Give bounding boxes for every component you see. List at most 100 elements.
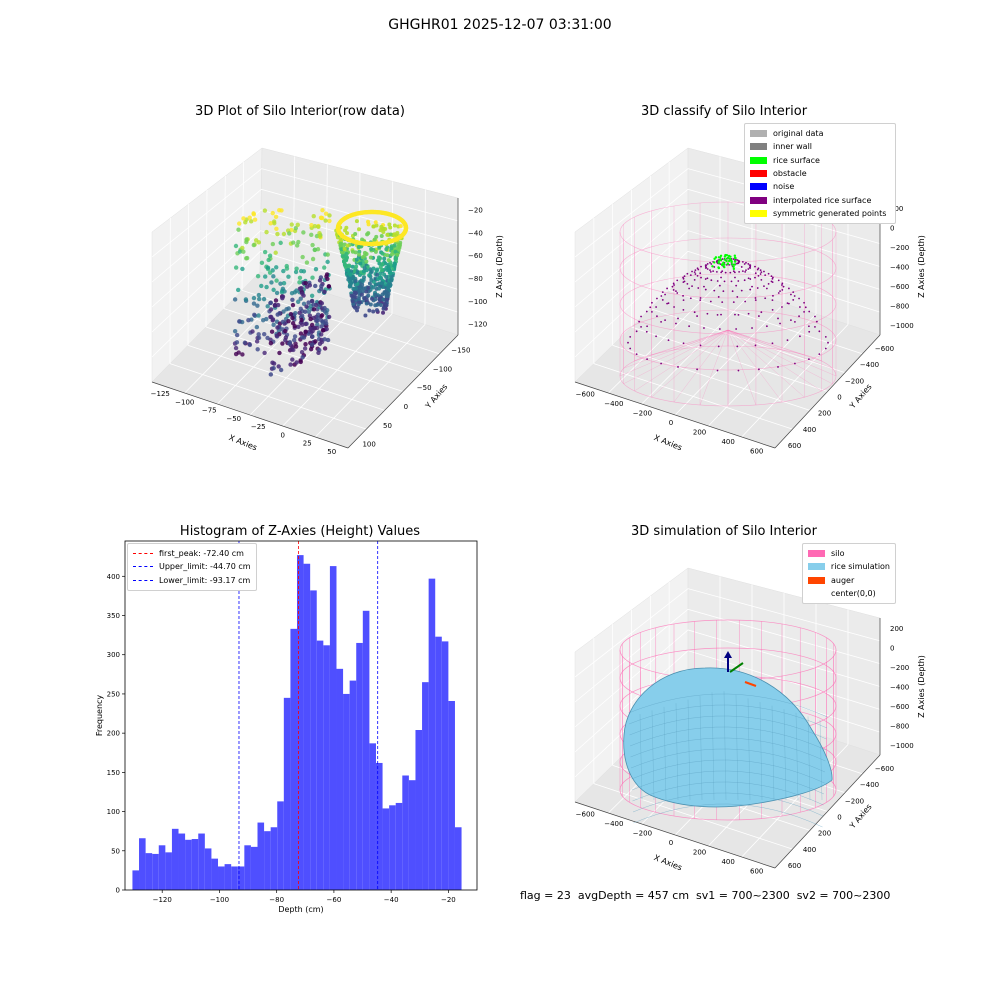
raw-data-point	[300, 355, 305, 360]
raw-grid	[151, 168, 459, 258]
raw-data-point	[290, 297, 295, 302]
raw-data-point	[384, 303, 389, 308]
raw-data-point	[243, 297, 249, 302]
raw-x-tick-label: 25	[303, 440, 312, 448]
raw-data-point	[262, 249, 268, 255]
raw-data-point	[323, 218, 328, 223]
cls-interpolated-point	[656, 297, 658, 300]
cls-interpolated-point	[771, 281, 774, 284]
raw-data-point	[259, 260, 265, 266]
raw-data-point	[268, 307, 274, 312]
raw-data-point	[271, 219, 277, 224]
cls-interpolated-point	[693, 271, 696, 274]
cls-interpolated-point	[709, 300, 712, 303]
raw-data-point	[265, 304, 270, 309]
cls-interpolated-point	[818, 330, 821, 333]
cls-interpolated-point	[686, 272, 689, 275]
cls-interpolated-point	[732, 258, 735, 260]
raw-data-point	[288, 362, 293, 367]
raw-data-point	[262, 350, 267, 356]
raw-data-point	[294, 266, 299, 271]
cls-x-tick-label: −400	[604, 400, 623, 408]
cls-interpolated-point	[629, 347, 632, 350]
cls-interpolated-point	[666, 287, 668, 290]
sim-rice-mesh	[632, 792, 824, 817]
cls-x-tick-label: 400	[721, 438, 734, 446]
classify-legend-entry: noise	[750, 180, 890, 193]
raw-data-point	[371, 285, 376, 290]
cls-interpolated-point	[696, 275, 699, 277]
cls-rice-surface-point	[725, 259, 728, 263]
cls-interpolated-point	[651, 310, 653, 313]
cls-interpolated-point	[824, 347, 827, 350]
raw-data-point	[256, 332, 261, 337]
raw-data-point	[292, 290, 298, 295]
sim-x-tick-label: 600	[750, 867, 763, 875]
histogram-bar	[237, 866, 245, 890]
cls-rice-surface-point	[719, 258, 722, 262]
cls-interpolated-point	[671, 285, 674, 288]
classify-legend-label: obstacle	[773, 169, 807, 179]
cls-interpolated-point	[751, 285, 753, 288]
cls-z-tick-label: −600	[890, 283, 909, 291]
raw-data-point	[344, 255, 349, 260]
raw-data-point	[271, 361, 277, 366]
cls-rice-surface-point	[732, 265, 735, 268]
classify-legend-label: rice surface	[773, 155, 820, 165]
histogram-legend-entry: Upper_limit: -44.70 cm	[133, 560, 251, 573]
histogram-bar	[264, 831, 271, 890]
raw-data-point	[378, 265, 383, 270]
raw-data-point	[309, 293, 315, 298]
sim-rice-mesh	[771, 705, 775, 801]
raw-data-point	[312, 223, 318, 229]
raw-data-point	[268, 372, 274, 377]
classify-plot-title: 3D classify of Silo Interior	[640, 104, 808, 119]
raw-data-point	[372, 237, 377, 242]
cls-interpolated-point	[740, 266, 743, 268]
raw-x-tick-label: 50	[327, 448, 336, 456]
cls-interpolated-point	[790, 293, 792, 296]
raw-data-point	[284, 266, 290, 271]
x-tick-label: −40	[384, 896, 399, 904]
cls-interpolated-point	[672, 282, 675, 285]
simulation-plot-title: 3D simulation of Silo Interior	[631, 524, 817, 539]
histogram-bar	[224, 864, 232, 890]
sim-y-axis-line	[774, 754, 881, 869]
raw-data-point	[313, 339, 318, 344]
raw-data-point	[326, 314, 332, 320]
cls-rice-surface-point	[717, 256, 721, 259]
cls-x-tick-label: 0	[669, 419, 673, 427]
sim-rice-mesh	[819, 719, 823, 801]
raw-data-point	[298, 331, 304, 336]
cls-y-tick-label: 0	[837, 394, 841, 402]
raw-data-point	[246, 318, 251, 323]
raw-data-point	[322, 346, 328, 351]
raw-data-point	[280, 295, 285, 301]
cls-interpolated-point	[716, 280, 719, 282]
raw-data-point	[262, 208, 268, 213]
histogram-bar	[231, 866, 238, 890]
histogram-bar	[389, 805, 396, 890]
cls-interpolated-point	[656, 315, 658, 318]
histogram-bar	[402, 775, 409, 890]
histogram-plot: −120 −100 −80 −60 −40 −20 0 50 100 150 200 250 300 35…	[95, 540, 478, 914]
histogram-bar	[211, 858, 219, 890]
raw-data-point	[299, 317, 304, 323]
histogram-legend-entry: Lower_limit: -93.17 cm	[133, 574, 251, 587]
cls-interpolated-point	[686, 282, 689, 285]
cls-interpolated-point	[720, 313, 722, 316]
raw-data-point	[241, 249, 246, 254]
raw-data-point	[363, 313, 368, 318]
raw-data-point	[268, 221, 273, 226]
raw-data-point	[354, 264, 359, 269]
cls-rice-surface-point	[713, 261, 716, 264]
raw-data-point	[365, 232, 370, 237]
raw-data-point	[303, 329, 308, 334]
histogram-bar	[152, 853, 159, 890]
raw-data-point	[259, 283, 264, 289]
sim-x-tick-label: −600	[576, 811, 595, 819]
classify-legend-swatch	[750, 143, 767, 151]
raw-data-point	[362, 250, 367, 255]
raw-data-point	[361, 286, 366, 291]
cls-interpolated-point	[767, 282, 770, 285]
